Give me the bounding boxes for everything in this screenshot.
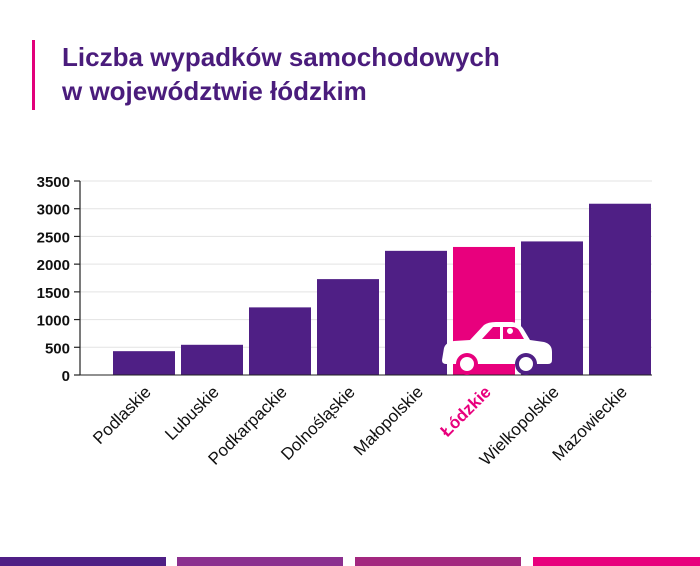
car-icon: [442, 322, 552, 375]
y-tick-label: 0: [62, 368, 70, 385]
title-line-1: Liczba wypadków samochodowych: [62, 42, 500, 72]
y-tick-label: 2500: [37, 229, 70, 246]
footer-stripe-4: [533, 557, 700, 566]
category-label-6: Łódzkie: [437, 382, 495, 440]
title-accent-bar: [32, 40, 35, 110]
category-label-1: Podlaskie: [89, 382, 155, 448]
bar-chart: 0 500 1000 1500 2000 2500 3000 3500 Podlaskie Lub…: [37, 174, 652, 469]
chart-title: Liczba wypadków samochodowych w wojewódz…: [62, 40, 500, 108]
bar-5: [385, 250, 447, 375]
y-tick-label: 1500: [37, 285, 70, 302]
y-tick-label: 2000: [37, 257, 70, 274]
y-tick-label: 3000: [37, 202, 70, 219]
footer-stripes: [0, 557, 700, 566]
y-tick-label: 1000: [37, 313, 70, 330]
bar-4: [317, 279, 379, 375]
bar-2: [181, 344, 243, 375]
title-line-2: w województwie łódzkim: [62, 76, 367, 106]
category-label-5: Małopolskie: [350, 382, 427, 459]
y-tick-label: 500: [45, 340, 70, 357]
category-label-2: Lubuskie: [161, 382, 223, 444]
bar-1: [113, 351, 175, 375]
bar-8: [589, 203, 651, 375]
y-tick-label: 3500: [37, 174, 70, 191]
footer-stripe-2: [177, 557, 343, 566]
footer-stripe-1: [0, 557, 166, 566]
bar-3: [249, 307, 311, 375]
footer-stripe-3: [355, 557, 521, 566]
